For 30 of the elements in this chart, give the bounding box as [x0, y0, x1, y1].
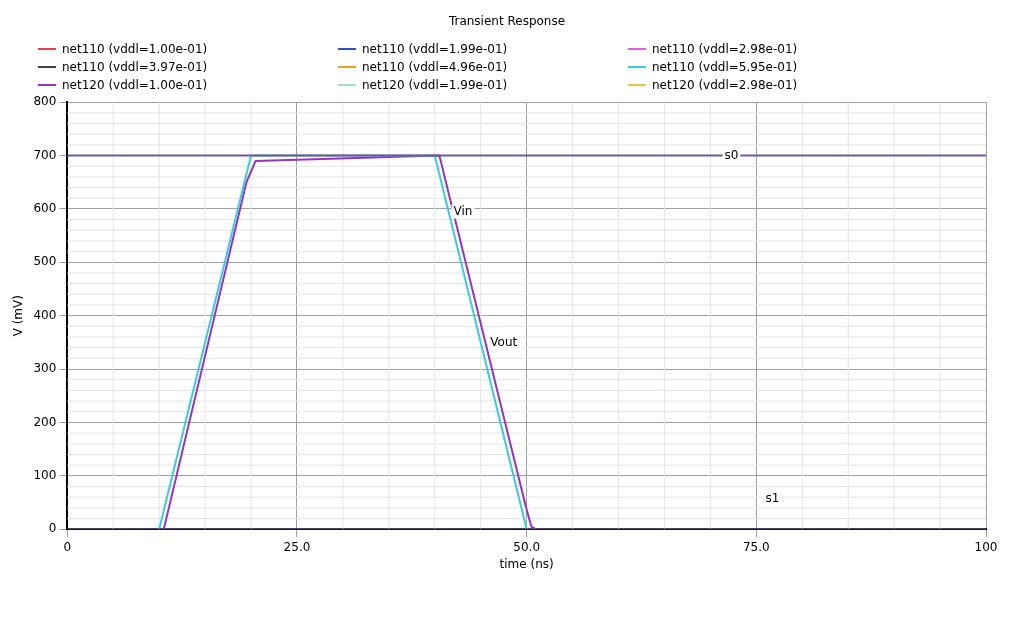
y-axis-title: V (mV)	[11, 295, 26, 337]
legend-label: net110 (vddl=3.97e-01)	[62, 60, 208, 74]
x-tick-label: 0	[63, 539, 72, 554]
y-tick-label: 400	[33, 307, 57, 322]
annotation: Vin	[453, 203, 473, 218]
y-tick-label: 500	[33, 254, 57, 269]
annotation: s1	[765, 491, 780, 506]
legend-label: net120 (vddl=2.98e-01)	[652, 78, 798, 92]
legend-label: net120 (vddl=1.99e-01)	[362, 78, 508, 92]
legend-label: net110 (vddl=2.98e-01)	[652, 42, 798, 56]
y-tick-label: 700	[33, 147, 57, 162]
legend-label: net110 (vddl=1.00e-01)	[62, 42, 208, 56]
y-tick-label: 600	[33, 201, 57, 216]
y-tick-label: 800	[33, 94, 57, 109]
annotation: s0	[724, 147, 739, 162]
y-tick-label: 0	[48, 521, 57, 536]
x-tick-label: 25.0	[283, 539, 311, 554]
x-tick-label: 50.0	[513, 539, 541, 554]
legend-label: net120 (vddl=1.00e-01)	[62, 78, 208, 92]
chart-title: Transient Response	[447, 13, 567, 30]
legend-label: net110 (vddl=4.96e-01)	[362, 60, 508, 74]
y-tick-label: 300	[33, 361, 57, 376]
x-axis-title: time (ns)	[499, 556, 554, 571]
y-tick-label: 100	[33, 467, 57, 482]
annotation: Vout	[490, 334, 518, 349]
legend-label: net110 (vddl=5.95e-01)	[652, 60, 798, 74]
x-tick-label: 75.0	[742, 539, 770, 554]
y-tick-label: 200	[33, 414, 57, 429]
legend-label: net110 (vddl=1.99e-01)	[362, 42, 508, 56]
x-tick-label: 100	[974, 539, 998, 554]
